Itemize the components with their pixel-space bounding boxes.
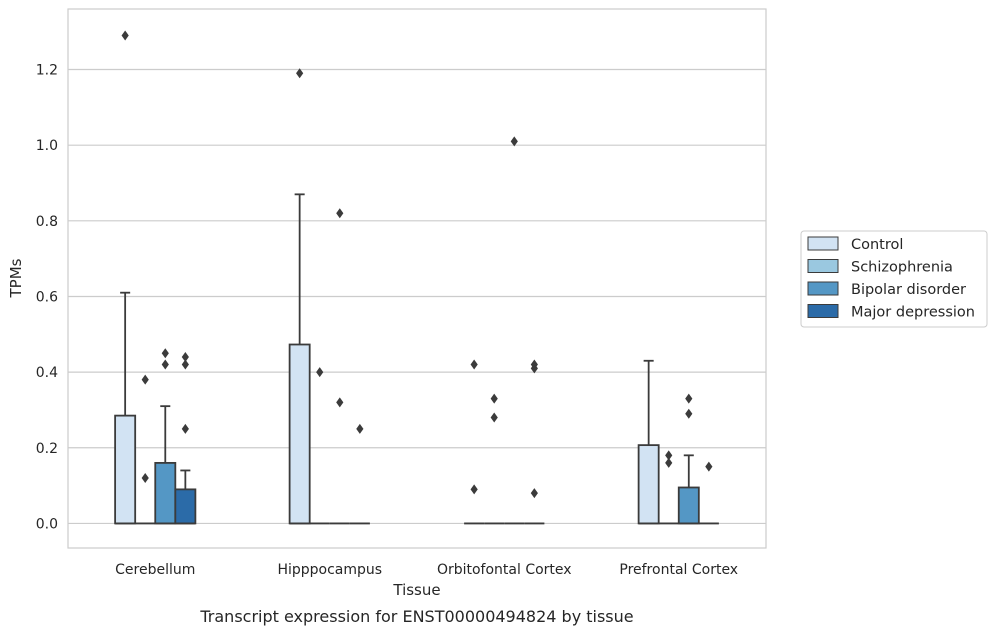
legend-swatch: [807, 259, 839, 273]
figure-caption: Transcript expression for ENST0000049482…: [199, 607, 633, 626]
series-schizophrenia: [135, 367, 679, 525]
y-tick-label: 1.2: [36, 63, 58, 79]
outlier-marker: [121, 30, 129, 41]
outlier-marker: [685, 393, 693, 404]
outlier-marker: [336, 397, 344, 408]
y-axis-ticks: 0.0 0.2 0.4 0.6 0.8 1.0 1.2: [36, 63, 58, 533]
outlier-marker: [161, 348, 169, 359]
outlier-marker: [490, 412, 498, 423]
series-bipolar-disorder: [154, 136, 700, 525]
legend-entry-label: Major depression: [851, 305, 975, 321]
outlier-marker: [161, 359, 169, 370]
outlier-marker: [316, 367, 324, 378]
x-tick-label: Prefrontal Cortex: [619, 562, 738, 578]
y-tick-label: 0.0: [36, 516, 58, 532]
legend-entry-label: Bipolar disorder: [851, 282, 966, 298]
outlier-marker: [530, 488, 538, 499]
outlier-marker: [470, 359, 478, 370]
outlier-marker: [181, 351, 189, 362]
legend-frame: [800, 230, 988, 328]
y-tick-label: 0.2: [36, 441, 58, 457]
legend-entry-label: Schizophrenia: [851, 260, 953, 276]
outlier-marker: [490, 393, 498, 404]
box: [114, 414, 137, 525]
y-tick-label: 0.8: [36, 214, 58, 230]
legend-entry-label: Control: [851, 237, 903, 253]
y-tick-label: 0.6: [36, 289, 58, 305]
outlier-marker: [530, 359, 538, 370]
x-tick-label: Orbitofontal Cortex: [437, 562, 572, 578]
outlier-marker: [356, 423, 364, 434]
outlier-marker: [665, 457, 673, 468]
outlier-marker: [181, 423, 189, 434]
outlier-marker: [510, 136, 518, 147]
x-axis-label: Tissue: [392, 581, 440, 599]
x-tick-label: Hipppocampus: [277, 562, 382, 578]
box: [677, 486, 700, 525]
box: [288, 343, 311, 525]
box: [174, 488, 197, 525]
outlier-marker: [181, 359, 189, 370]
series-control: [114, 30, 660, 525]
outlier-marker: [141, 374, 149, 385]
legend-swatch: [807, 281, 839, 296]
legend: Control Schizophrenia Bipolar disorder Majo…: [800, 230, 988, 328]
legend-swatch: [807, 304, 839, 318]
series-major-depression: [174, 351, 719, 525]
box: [637, 444, 660, 525]
outlier-marker: [470, 484, 478, 495]
box-series: [114, 30, 719, 525]
y-tick-label: 0.4: [36, 365, 58, 381]
outlier-marker: [685, 408, 693, 419]
x-axis-ticks: Cerebellum Hipppocampus Orbitofontal Corte…: [115, 562, 738, 578]
x-tick-label: Cerebellum: [115, 562, 195, 578]
plot-frame: [67, 8, 767, 549]
outlier-marker: [336, 208, 344, 219]
y-tick-label: 1.0: [36, 138, 58, 154]
outlier-marker: [296, 68, 304, 79]
box: [154, 461, 177, 525]
outlier-marker: [705, 461, 713, 472]
outlier-marker: [665, 450, 673, 461]
outlier-marker: [141, 473, 149, 484]
y-axis-label: TPMs: [7, 258, 25, 298]
legend-swatch: [807, 236, 839, 251]
